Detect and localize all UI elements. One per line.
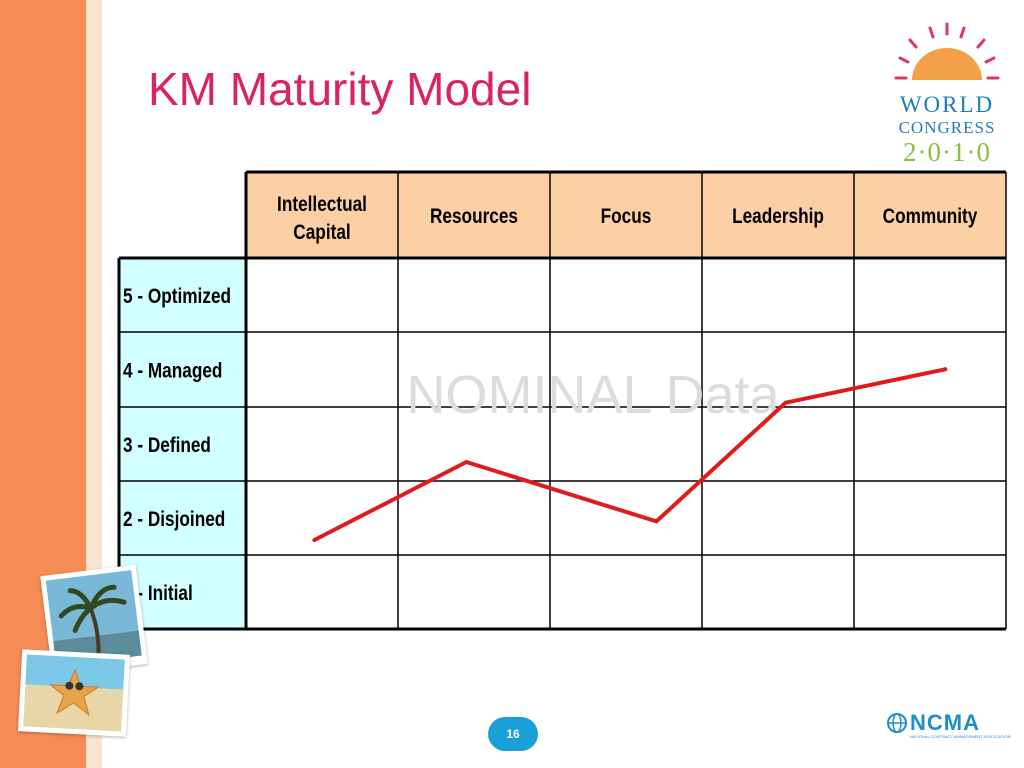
- row-level-label: 3 - Defined: [123, 435, 211, 458]
- row-level-label: 4 - Managed: [123, 360, 222, 383]
- maturity-data-point: [783, 400, 788, 405]
- globe-icon: [887, 713, 907, 733]
- maturity-data-point: [654, 519, 659, 524]
- row-label-column-fill: [119, 258, 246, 629]
- row-level-label: 2 - Disjoined: [123, 509, 225, 532]
- column-header-label: Intellectual Capital: [277, 194, 367, 245]
- row-level-label: 5 - Optimized: [123, 286, 231, 309]
- logo-word-congress: CONGRESS: [898, 118, 996, 137]
- maturity-data-point: [312, 537, 317, 542]
- header-row-fill: [246, 172, 1006, 258]
- ncma-logo: NCMA NATIONAL CONTRACT MANAGEMENT ASSOCI…: [886, 710, 1010, 740]
- column-header-label: Leadership: [732, 206, 824, 229]
- page-number-badge: 16: [488, 717, 538, 751]
- starfish-icon: [23, 654, 125, 732]
- logo-year: 2·0·1·0: [903, 137, 991, 167]
- column-header-label: Community: [883, 206, 978, 229]
- row-level-label: 1 - Initial: [123, 583, 193, 606]
- chart-watermark: NOMINAL Data: [406, 365, 780, 425]
- ncma-wordmark: NCMA: [910, 710, 980, 735]
- starfish-beach-photo: [17, 649, 131, 737]
- slide-title: KM Maturity Model: [148, 63, 532, 115]
- sun-icon: [894, 22, 1000, 80]
- maturity-data-point: [943, 367, 948, 372]
- ncma-tagline: NATIONAL CONTRACT MANAGEMENT ASSOCIATION: [910, 734, 1011, 739]
- maturity-data-point: [464, 460, 469, 465]
- world-congress-logo: WORLD CONGRESS 2·0·1·0: [888, 22, 1006, 172]
- column-header-label: Resources: [430, 206, 518, 229]
- logo-word-world: WORLD: [899, 92, 995, 117]
- column-header-label: Focus: [601, 206, 652, 229]
